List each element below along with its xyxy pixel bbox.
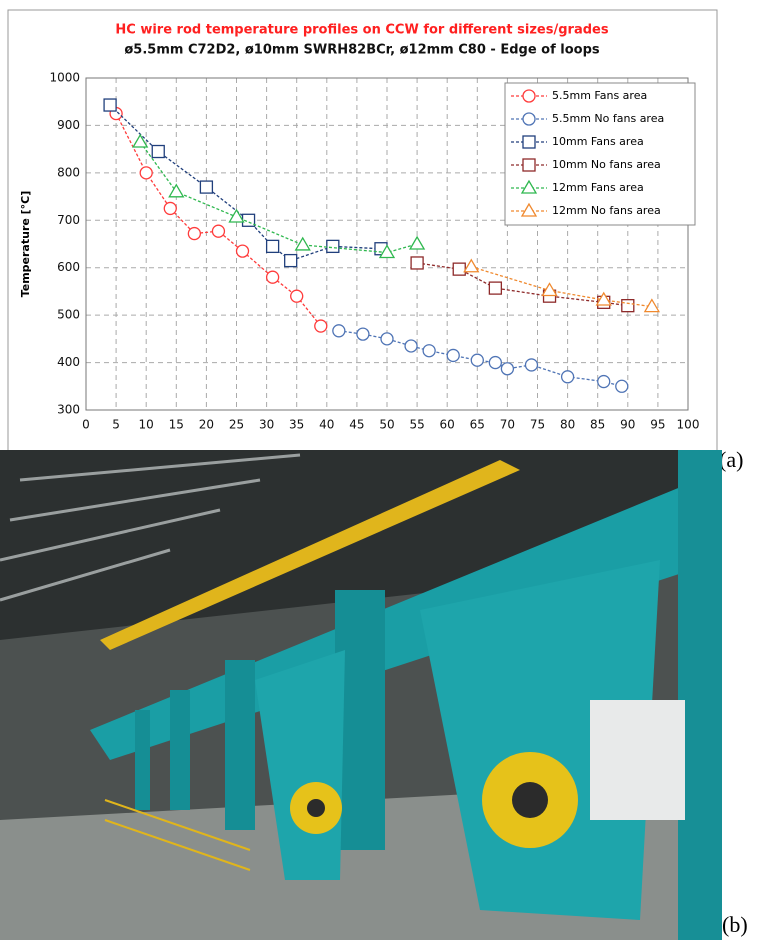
marker — [562, 371, 574, 383]
x-tick-label: 75 — [530, 418, 545, 432]
y-tick-label: 500 — [57, 308, 80, 322]
marker — [357, 328, 369, 340]
y-tick-label: 800 — [57, 165, 80, 179]
x-tick-label: 90 — [620, 418, 635, 432]
legend-marker — [523, 90, 535, 102]
marker — [598, 376, 610, 388]
x-tick-label: 70 — [500, 418, 515, 432]
marker — [501, 363, 513, 375]
marker — [411, 257, 423, 269]
marker — [237, 245, 249, 257]
legend-label: 5.5mm No fans area — [552, 112, 664, 125]
legend-marker — [523, 113, 535, 125]
x-tick-label: 40 — [319, 418, 334, 432]
marker — [200, 181, 212, 193]
marker — [188, 228, 200, 240]
x-tick-label: 5 — [112, 418, 120, 432]
x-tick-label: 15 — [169, 418, 184, 432]
marker — [327, 240, 339, 252]
legend-label: 10mm No fans area — [552, 158, 661, 171]
legend-label: 5.5mm Fans area — [552, 89, 647, 102]
marker — [267, 240, 279, 252]
legend-marker — [523, 136, 535, 148]
marker — [315, 320, 327, 332]
x-tick-label: 25 — [229, 418, 244, 432]
x-tick-label: 55 — [409, 418, 424, 432]
marker — [489, 357, 501, 369]
x-tick-label: 0 — [82, 418, 90, 432]
chart-title: HC wire rod temperature profiles on CCW … — [115, 23, 608, 38]
x-tick-label: 95 — [650, 418, 665, 432]
x-tick-label: 100 — [677, 418, 700, 432]
y-tick-label: 900 — [57, 118, 80, 132]
marker — [104, 99, 116, 111]
chart-subtitle: ø5.5mm C72D2, ø10mm SWRH82BCr, ø12mm C80… — [124, 43, 600, 58]
marker — [152, 146, 164, 158]
x-tick-label: 80 — [560, 418, 575, 432]
photo — [0, 450, 722, 940]
marker — [489, 282, 501, 294]
marker — [333, 325, 345, 337]
y-axis-label: Temperature [°C] — [19, 191, 32, 298]
marker — [140, 167, 152, 179]
y-tick-label: 400 — [57, 355, 80, 369]
marker — [267, 271, 279, 283]
marker — [423, 345, 435, 357]
figure: HC wire rod temperature profiles on CCW … — [0, 0, 761, 940]
x-tick-label: 85 — [590, 418, 605, 432]
marker — [381, 333, 393, 345]
x-tick-label: 20 — [199, 418, 214, 432]
y-tick-label: 300 — [57, 403, 80, 417]
marker — [453, 263, 465, 275]
marker — [616, 380, 628, 392]
x-tick-label: 65 — [470, 418, 485, 432]
y-tick-label: 600 — [57, 260, 80, 274]
marker — [622, 300, 634, 312]
marker — [447, 349, 459, 361]
marker — [285, 255, 297, 267]
legend-label: 12mm Fans area — [552, 181, 644, 194]
x-tick-label: 30 — [259, 418, 274, 432]
marker — [525, 359, 537, 371]
x-tick-label: 50 — [379, 418, 394, 432]
marker — [291, 290, 303, 302]
panel-label: (a) — [719, 447, 743, 472]
x-tick-label: 60 — [440, 418, 455, 432]
y-tick-label: 1000 — [49, 71, 80, 85]
marker — [471, 354, 483, 366]
legend-label: 10mm Fans area — [552, 135, 644, 148]
x-tick-label: 45 — [349, 418, 364, 432]
page: HC wire rod temperature profiles on CCW … — [0, 0, 761, 940]
x-tick-label: 35 — [289, 418, 304, 432]
legend-marker — [523, 159, 535, 171]
x-tick-label: 10 — [139, 418, 154, 432]
marker — [405, 340, 417, 352]
marker — [164, 202, 176, 214]
marker — [212, 225, 224, 237]
panel-label: (b) — [722, 912, 748, 937]
y-tick-label: 700 — [57, 213, 80, 227]
legend-label: 12mm No fans area — [552, 204, 661, 217]
